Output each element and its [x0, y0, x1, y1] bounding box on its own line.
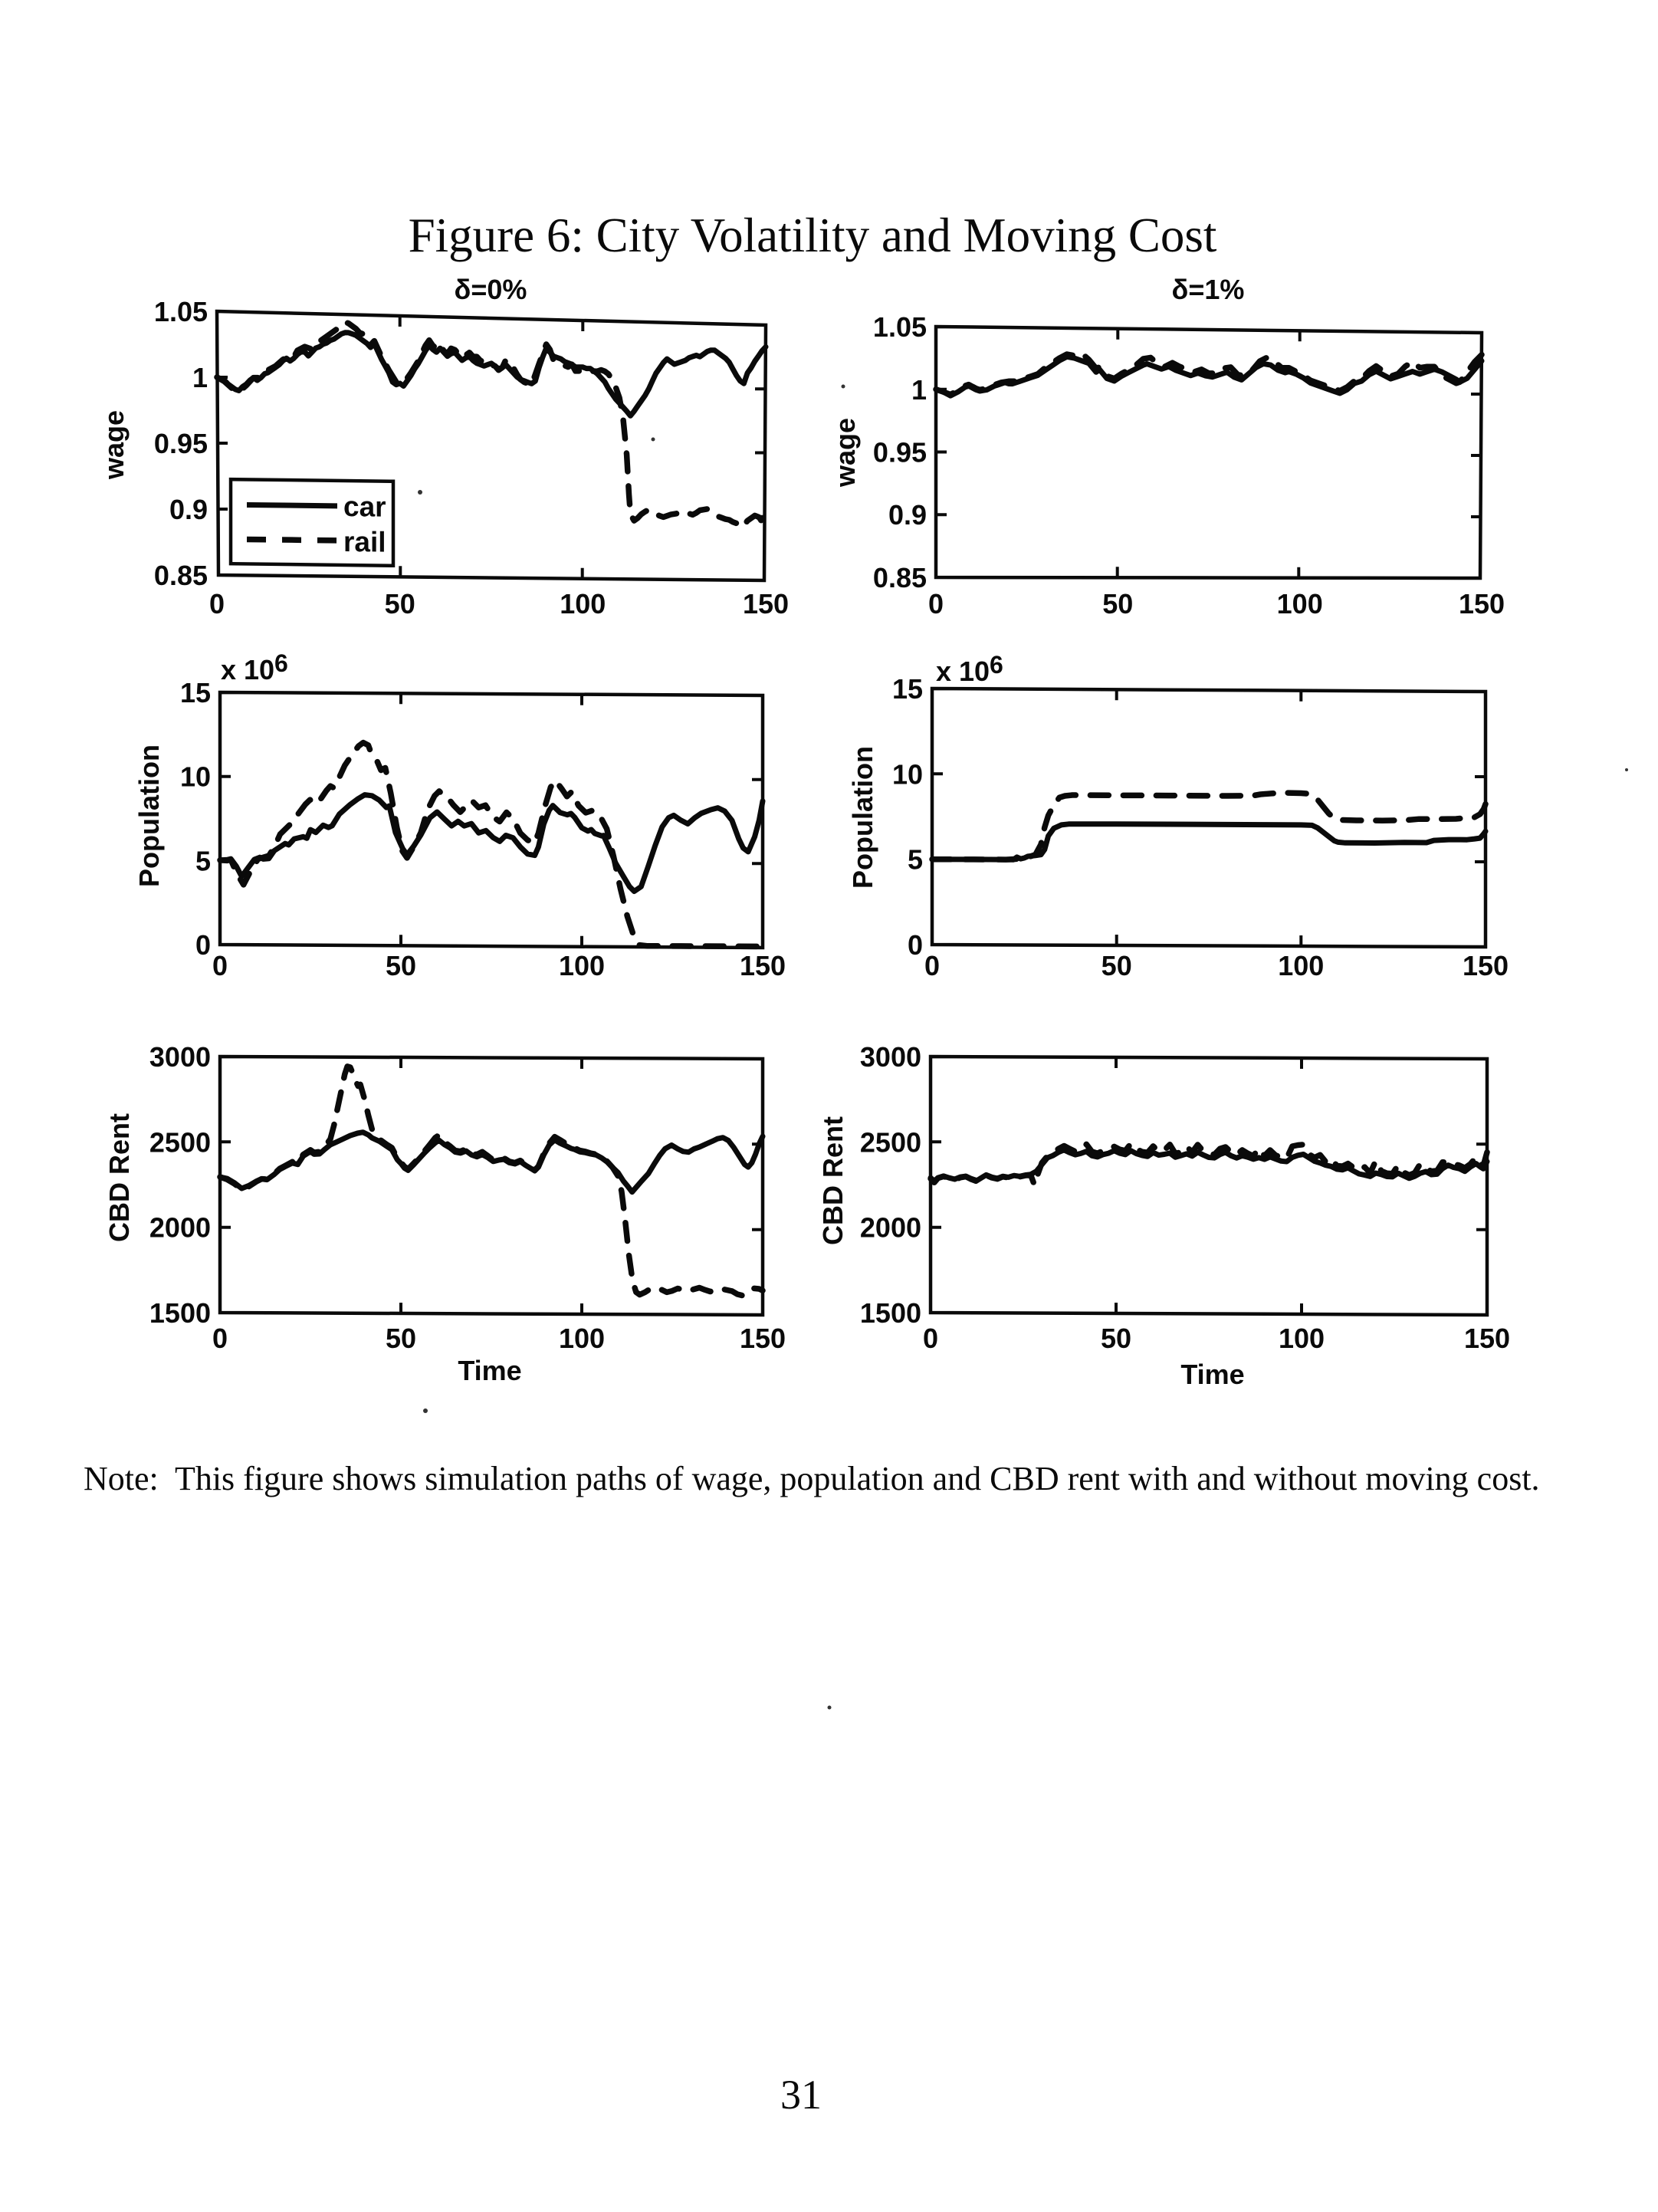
svg-text:0: 0	[212, 1323, 228, 1354]
svg-text:CBD Rent: CBD Rent	[817, 1116, 849, 1245]
svg-text:3000: 3000	[149, 1041, 211, 1073]
svg-text:10: 10	[892, 758, 923, 790]
svg-text:1: 1	[192, 362, 208, 393]
svg-text:50: 50	[385, 588, 415, 620]
svg-text:0.95: 0.95	[154, 428, 208, 459]
svg-text:5: 5	[195, 845, 211, 876]
svg-text:1500: 1500	[860, 1297, 921, 1329]
svg-text:50: 50	[1101, 1323, 1131, 1354]
svg-text:100: 100	[559, 950, 605, 981]
svg-text:0: 0	[928, 588, 944, 620]
svg-text:150: 150	[1459, 588, 1505, 620]
svg-text:CBD Rent: CBD Rent	[103, 1113, 135, 1242]
svg-text:2000: 2000	[149, 1212, 211, 1244]
svg-text:100: 100	[1278, 950, 1324, 981]
svg-text:Note: This figure shows simul: Note: This figure shows simulation paths…	[84, 1460, 1540, 1497]
svg-text:0: 0	[209, 588, 225, 620]
svg-text:Figure 6: City Volatility and: Figure 6: City Volatility and Moving Cos…	[409, 209, 1217, 262]
svg-text:Population: Population	[847, 746, 878, 889]
svg-text:Time: Time	[1180, 1359, 1244, 1390]
svg-text:0.9: 0.9	[888, 499, 927, 531]
svg-text:150: 150	[740, 950, 786, 981]
svg-text:0: 0	[212, 950, 228, 981]
svg-text:0.9: 0.9	[169, 494, 208, 525]
svg-text:100: 100	[560, 588, 606, 620]
svg-text:0.95: 0.95	[873, 437, 927, 468]
svg-text:100: 100	[559, 1323, 605, 1354]
svg-text:150: 150	[1463, 950, 1509, 981]
svg-text:2500: 2500	[860, 1126, 921, 1158]
svg-text:150: 150	[743, 588, 789, 620]
svg-text:x 10: x 10	[936, 656, 990, 687]
svg-text:50: 50	[1102, 950, 1132, 981]
svg-text:Time: Time	[458, 1355, 521, 1386]
svg-text:2500: 2500	[149, 1126, 211, 1158]
svg-text:31: 31	[780, 2072, 822, 2118]
svg-text:15: 15	[892, 673, 923, 705]
svg-text:δ=0%: δ=0%	[455, 274, 527, 305]
svg-text:0: 0	[923, 1323, 938, 1354]
svg-text:0.85: 0.85	[154, 560, 208, 591]
svg-text:50: 50	[1102, 588, 1133, 620]
svg-text:Population: Population	[133, 744, 165, 887]
svg-text:1: 1	[911, 374, 927, 406]
svg-text:6: 6	[990, 651, 1003, 679]
svg-text:0: 0	[195, 929, 211, 961]
svg-text:100: 100	[1279, 1323, 1325, 1354]
svg-text:2000: 2000	[860, 1212, 921, 1244]
svg-text:6: 6	[274, 649, 288, 677]
svg-text:0.85: 0.85	[873, 562, 927, 593]
svg-text:10: 10	[180, 761, 211, 793]
svg-text:15: 15	[180, 677, 211, 708]
svg-text:0: 0	[908, 929, 923, 961]
svg-text:1.05: 1.05	[873, 311, 927, 343]
svg-text:wage: wage	[98, 410, 130, 480]
svg-text:5: 5	[908, 844, 923, 876]
svg-text:50: 50	[386, 950, 416, 981]
svg-text:x 10: x 10	[221, 654, 274, 685]
svg-text:car: car	[343, 491, 386, 523]
svg-text:δ=1%: δ=1%	[1172, 274, 1245, 305]
svg-text:150: 150	[740, 1323, 786, 1354]
svg-text:rail: rail	[343, 526, 386, 558]
svg-text:150: 150	[1464, 1323, 1510, 1354]
svg-text:wage: wage	[829, 418, 861, 488]
svg-text:100: 100	[1277, 588, 1323, 620]
svg-text:50: 50	[386, 1323, 416, 1354]
svg-text:3000: 3000	[860, 1041, 921, 1073]
svg-text:1500: 1500	[149, 1297, 211, 1329]
svg-text:1.05: 1.05	[154, 296, 208, 327]
svg-text:0: 0	[924, 950, 940, 981]
